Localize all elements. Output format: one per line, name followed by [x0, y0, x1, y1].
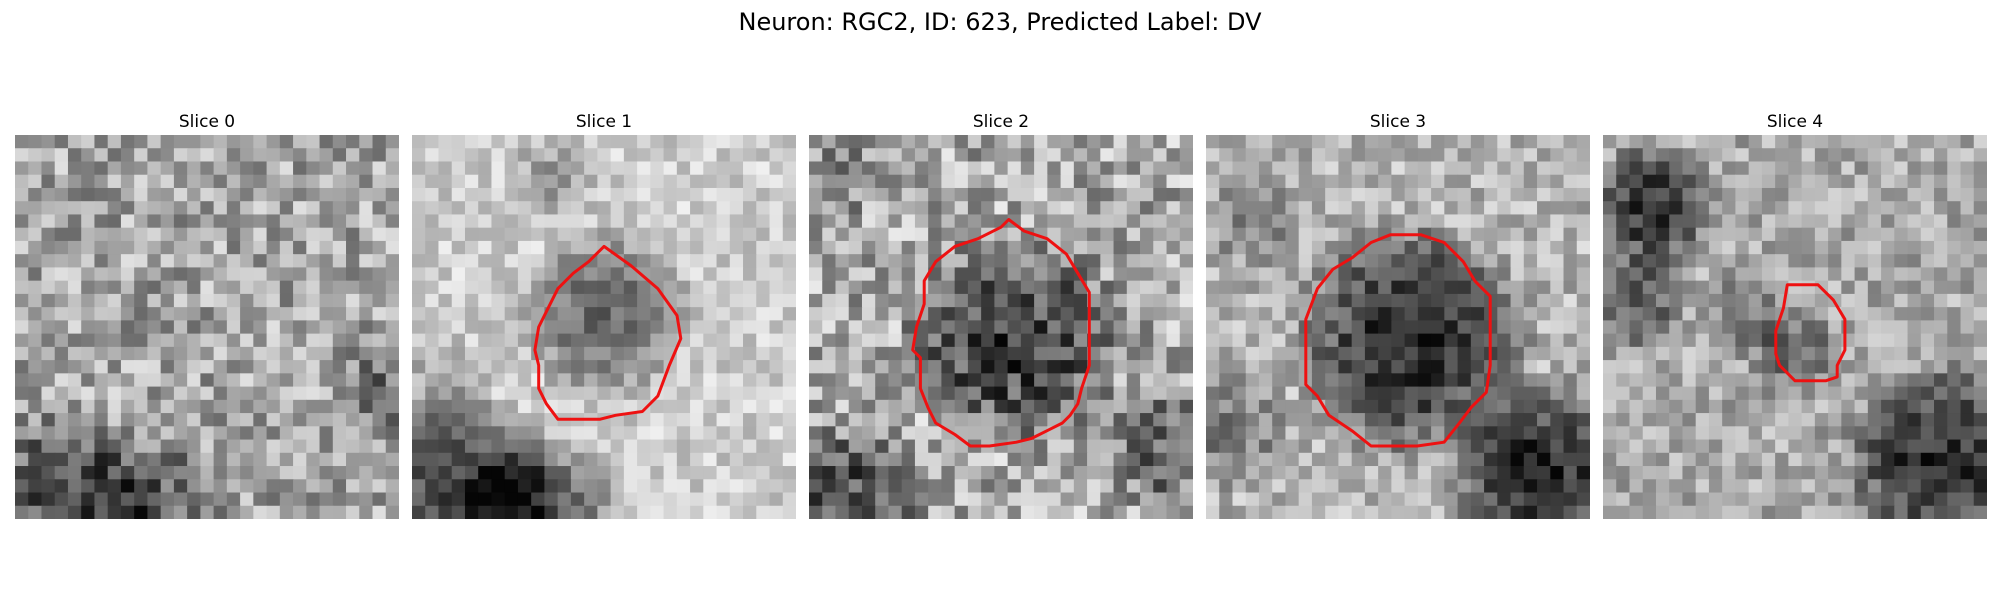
slice-title: Slice 4	[1766, 112, 1824, 132]
figure-title: Neuron: RGC2, ID: 623, Predicted Label: …	[738, 8, 1262, 36]
slice-image	[412, 135, 796, 519]
roi-contour	[911, 218, 1091, 448]
slice-panel-1: Slice 1	[412, 110, 796, 519]
slice-panel-3: Slice 3	[1206, 110, 1590, 519]
slice-title: Slice 3	[1369, 112, 1427, 132]
slice-title: Slice 0	[178, 112, 236, 132]
roi-contour	[533, 244, 683, 421]
roi-contour	[1304, 233, 1492, 448]
slice-image	[1206, 135, 1590, 519]
slice-image	[1603, 135, 1987, 519]
roi-contour	[1774, 283, 1847, 383]
slice-title: Slice 2	[972, 112, 1030, 132]
slice-image	[15, 135, 399, 519]
slice-image	[809, 135, 1193, 519]
slice-panel-2: Slice 2	[809, 110, 1193, 519]
slice-title: Slice 1	[575, 112, 633, 132]
slice-panel-4: Slice 4	[1603, 110, 1987, 519]
slice-panel-0: Slice 0	[15, 110, 399, 519]
